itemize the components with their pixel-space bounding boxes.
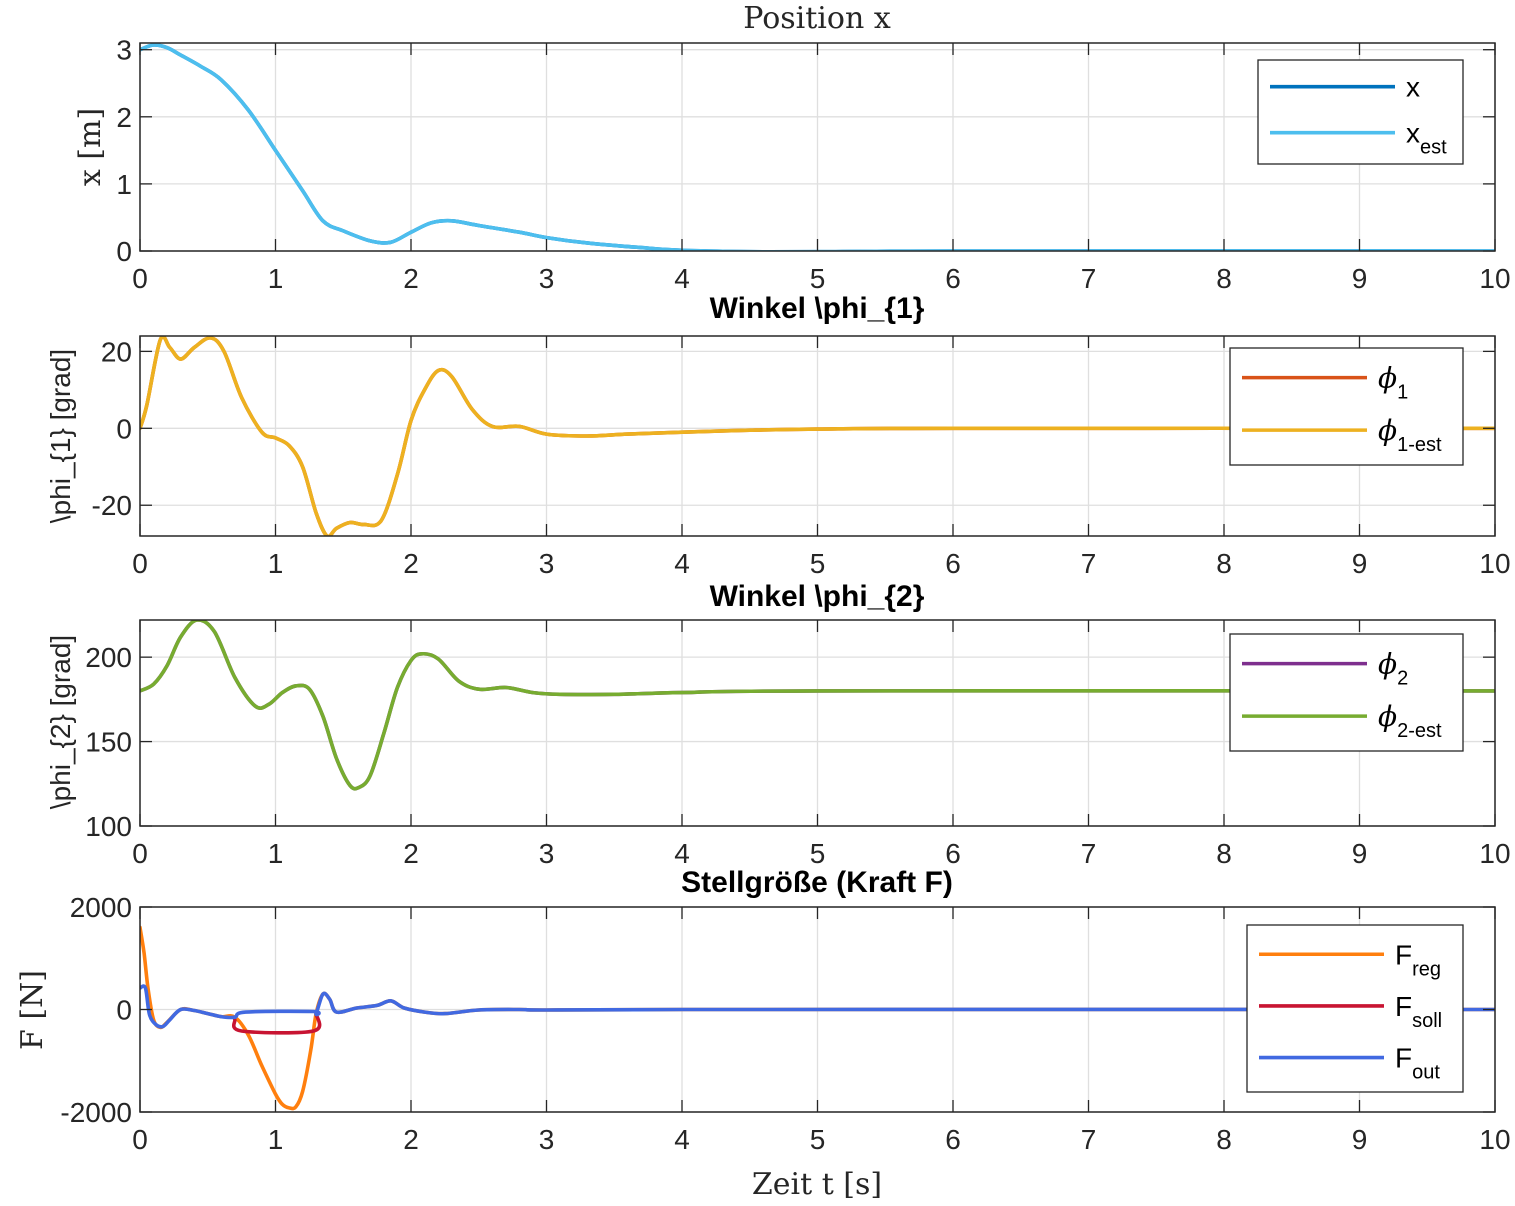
x-tick-label: 6 [945, 263, 961, 294]
y-tick-label: 2000 [70, 892, 132, 923]
x-tick-label: 10 [1479, 838, 1510, 869]
x-tick-label: 5 [810, 263, 826, 294]
y-tick-label: 100 [85, 811, 132, 842]
x-tick-label: 9 [1352, 838, 1368, 869]
y-tick-label: 20 [101, 336, 132, 367]
x-tick-label: 3 [539, 548, 555, 579]
x-tick-label: 2 [403, 838, 419, 869]
x-tick-label: 4 [674, 1124, 690, 1155]
x-tick-label: 8 [1216, 838, 1232, 869]
x-tick-label: 8 [1216, 263, 1232, 294]
subplot-winkel-phi2: Winkel \phi_{2} \phi_{2} [grad] 0 1 2 3 4 5 6 7… [45, 580, 1511, 869]
chart-title: Winkel \phi_{2} [710, 580, 925, 613]
x-tick-label: 8 [1216, 1124, 1232, 1155]
legend-box [1229, 347, 1464, 466]
series-line-f-soll [231, 1011, 322, 1035]
legend-label: Fsoll [1395, 991, 1442, 1032]
x-tick-label: 2 [403, 263, 419, 294]
legend-box [1257, 59, 1464, 165]
y-tick-label: -2000 [60, 1097, 132, 1128]
x-tick-label: 6 [945, 838, 961, 869]
x-tick-label: 8 [1216, 548, 1232, 579]
chart-title: Position x [743, 1, 891, 36]
x-tick-label: 1 [268, 548, 284, 579]
x-tick-label: 9 [1352, 548, 1368, 579]
x-tick-label: 10 [1479, 263, 1510, 294]
x-tick-label: 5 [810, 548, 826, 579]
series-line-f-out [140, 984, 1495, 1029]
x-tick-label: 9 [1352, 263, 1368, 294]
x-tick-label: 7 [1081, 548, 1097, 579]
series-group [140, 620, 1495, 791]
y-tick-label: 1 [116, 169, 132, 200]
x-tick-label: 1 [268, 1124, 284, 1155]
x-tick-label: 7 [1081, 838, 1097, 869]
y-axis-label: \phi_{2} [grad] [45, 635, 76, 809]
y-tick-label: 200 [85, 642, 132, 673]
x-tick-label: 2 [403, 1124, 419, 1155]
x-tick-label: 3 [539, 838, 555, 869]
x-tick-label: 5 [810, 1124, 826, 1155]
x-tick-label: 3 [539, 263, 555, 294]
x-tick-label: 7 [1081, 1124, 1097, 1155]
x-tick-label: 4 [674, 548, 690, 579]
x-tick-label: 0 [132, 1124, 148, 1155]
y-tick-label: 150 [85, 727, 132, 758]
x-tick-label: 6 [945, 548, 961, 579]
x-tick-label: 10 [1479, 1124, 1510, 1155]
x-tick-label: 3 [539, 1124, 555, 1155]
y-tick-label: 2 [116, 102, 132, 133]
x-axis-label: Zeit t [s] [752, 1167, 882, 1202]
series-line-x-est [140, 43, 1495, 251]
y-tick-label: 3 [116, 35, 132, 66]
subplot-stellgroesse: Stellgröße (Kraft F) F [N] Zeit t [s] 0 1… [15, 866, 1511, 1202]
series-line--2-est [140, 620, 1495, 791]
y-tick-label: 0 [116, 995, 132, 1026]
y-axis-label: x [m] [73, 108, 108, 186]
series-group [140, 43, 1495, 251]
series-group [140, 925, 1495, 1111]
x-tick-label: 1 [268, 263, 284, 294]
series-line--1-est [140, 336, 1495, 536]
chart-title: Stellgröße (Kraft F) [681, 866, 953, 899]
subplot-winkel-phi1: Winkel \phi_{1} \phi_{1} [grad] 0 1 2 3 4 5 6 7… [45, 292, 1511, 579]
x-tick-label: 9 [1352, 1124, 1368, 1155]
x-tick-label: 0 [132, 838, 148, 869]
y-tick-label: 0 [116, 236, 132, 267]
x-tick-label: 4 [674, 263, 690, 294]
x-tick-label: 7 [1081, 263, 1097, 294]
legend-label: x [1406, 72, 1420, 103]
chart-title: Winkel \phi_{1} [710, 292, 925, 325]
y-tick-label: -20 [92, 490, 132, 521]
legend-box [1229, 633, 1464, 752]
x-tick-label: 0 [132, 548, 148, 579]
x-tick-label: 6 [945, 1124, 961, 1155]
x-tick-label: 4 [674, 838, 690, 869]
x-tick-label: 1 [268, 838, 284, 869]
y-tick-label: 0 [116, 413, 132, 444]
x-tick-label: 10 [1479, 548, 1510, 579]
y-axis-label: F [N] [15, 970, 50, 1050]
x-tick-label: 0 [132, 263, 148, 294]
series-group [140, 336, 1495, 536]
x-tick-label: 5 [810, 838, 826, 869]
x-tick-label: 2 [403, 548, 419, 579]
y-axis-label: \phi_{1} [grad] [45, 349, 76, 523]
